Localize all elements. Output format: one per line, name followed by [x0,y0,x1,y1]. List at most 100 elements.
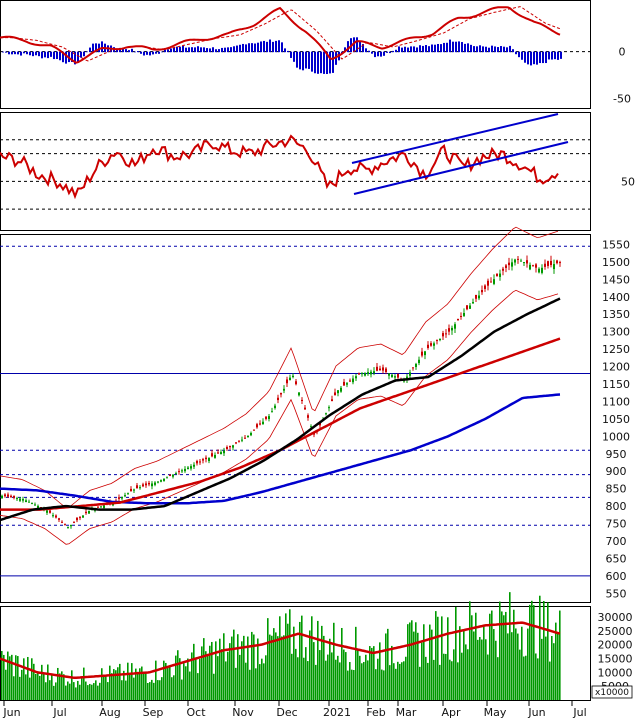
price-tick-label: 1500 [602,256,630,269]
volume-bar [293,626,295,700]
price-tick-label: 800 [606,500,627,513]
volume-bar [105,675,107,700]
price-candle-body [451,327,453,331]
volume-tick-label: 30000 [598,611,633,624]
volume-bar [187,658,189,700]
macd-hist-bar [359,41,361,53]
price-candle-body [13,496,15,498]
volume-bar [253,634,255,700]
macd-hist-bar [158,51,160,54]
price-candle-body [142,484,144,487]
volume-bar [97,685,99,700]
volume-bar [173,675,175,700]
price-candle-body [118,497,120,499]
volume-bar [189,671,191,700]
volume-bar [27,656,29,700]
price-candle-body [190,466,192,469]
volume-bar [443,653,445,700]
volume-bar [361,663,363,700]
volume-bar [67,681,69,700]
price-candle-body [157,481,159,483]
price-candle-body [202,459,204,461]
macd-hist-bar [533,51,535,65]
price-tick-label: 1150 [602,378,630,391]
price-candle-body [217,452,219,454]
volume-bar [295,648,297,700]
price-candle-body [76,517,78,521]
volume-bar [211,641,213,700]
macd-hist-bar [14,51,16,55]
volume-bar [547,602,549,700]
volume-bar [509,592,511,700]
macd-hist-bar [452,41,454,53]
price-candle-body [235,442,237,444]
price-candle-body [10,495,12,498]
macd-hist-bar [518,51,520,58]
price-candle-body [175,473,177,475]
price-candle-body [337,390,339,394]
volume-bar [157,680,159,700]
volume-bar [533,605,535,700]
macd-signal-line [0,6,561,62]
price-candle-body [550,260,552,266]
volume-bar [71,670,73,700]
volume-bar [161,677,163,700]
macd-hist-bar [287,50,289,53]
volume-bar [13,676,15,700]
volume-bar [181,679,183,700]
macd-hist-bar [221,47,223,53]
x-axis-label: Feb [366,706,385,719]
volume-bar [39,675,41,700]
x-axis-label: Oct [186,706,206,719]
price-candle-body [355,376,357,379]
volume-bar [153,682,155,700]
volume-bar [275,632,277,700]
volume-bar [145,672,147,700]
price-candle-body [28,501,30,503]
price-tick-label: 1050 [602,413,630,426]
volume-bar [313,642,315,700]
price-candle-body [172,474,174,477]
price-candle-body [382,367,384,371]
x-axis-label: Mar [396,706,417,719]
volume-bar [277,636,279,700]
ma-short-line [0,297,561,522]
volume-bar [453,649,455,700]
price-candle-body [532,265,534,267]
price-candle-body [559,262,561,264]
price-candle-body [277,397,279,401]
volume-bar [401,662,403,700]
price-candle-body [424,351,426,356]
rsi-channel-upper [351,113,559,164]
volume-bar [127,662,129,700]
volume-bar [485,639,487,700]
macd-hist-bar [29,51,31,56]
macd-hist-bar [506,47,508,53]
price-tick-label: 1400 [602,291,630,304]
volume-bar [245,662,247,700]
price-candle-body [511,262,513,267]
volume-bar [17,656,19,700]
price-candle-body [7,494,9,497]
macd-hist-bar [455,41,457,53]
price-candle-body [100,506,102,508]
volume-bar [91,684,93,700]
macd-hist-bar [59,51,61,61]
volume-bar [395,668,397,700]
volume-bar [349,662,351,700]
volume-bar [529,604,531,700]
price-candle-body [436,340,438,342]
macd-hist-bar [368,50,370,53]
volume-bar [241,641,243,700]
macd-hist-bar [467,43,469,53]
macd-hist-bar [212,47,214,53]
price-candle-body [211,453,213,457]
macd-hist-bar [284,48,286,53]
volume-bar [103,675,105,700]
macd-hist-bar [308,51,310,69]
volume-bar [155,660,157,700]
macd-hist-bar [95,43,97,53]
macd-hist-bar [191,47,193,53]
volume-bar [351,669,353,700]
volume-bar [541,638,543,700]
